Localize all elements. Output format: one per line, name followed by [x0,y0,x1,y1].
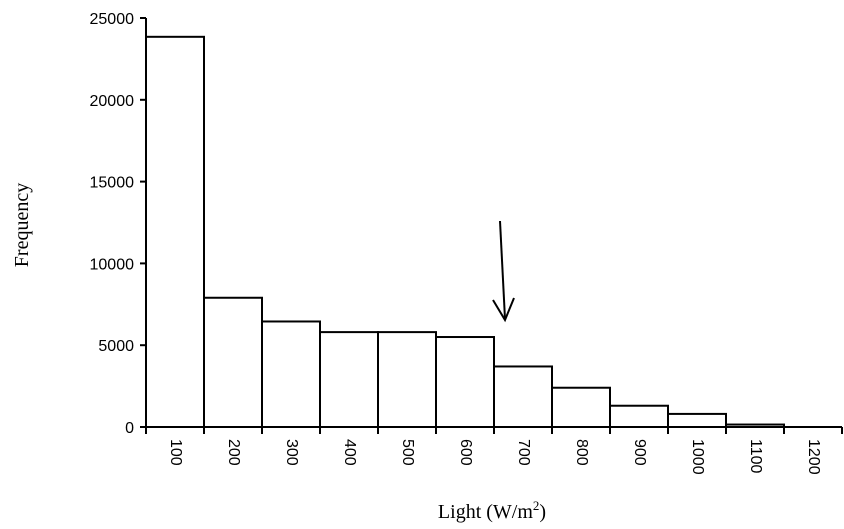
y-tick-label: 0 [125,420,134,437]
x-tick-label-300: 300 [283,439,300,466]
bars-group [145,35,785,429]
bar-1000 [667,412,727,428]
annotation-arrow [492,220,515,323]
x-axis-title-prefix: Light (W/m [438,501,533,523]
bar-500 [377,331,437,428]
y-tick-label: 5000 [98,338,134,355]
y-tick-label: 20000 [90,93,135,110]
y-tick-label: 25000 [90,11,135,28]
y-tick-label: 10000 [90,256,135,273]
x-tick-label-1200: 1200 [805,439,822,475]
bar-600 [435,336,495,428]
x-axis-title-superscript: 2 [533,498,540,513]
x-tick-label-600: 600 [457,439,474,466]
x-tick-label-200: 200 [225,439,242,466]
x-tick-label-400: 400 [341,439,358,466]
x-tick-label-700: 700 [515,439,532,466]
x-tick-label-1000: 1000 [689,439,706,475]
bar-700 [493,365,553,428]
x-tick-label-100: 100 [167,439,184,466]
y-tick-label: 15000 [90,175,135,192]
y-axis-title: Frequency [11,183,33,267]
x-axis-title-suffix: ) [539,501,546,523]
bar-800 [551,386,611,428]
x-tick-label-800: 800 [573,439,590,466]
bar-100 [145,35,205,429]
bar-900 [609,404,669,428]
x-axis: 100 200 300 400 500 600 700 800 900 1000 1100 1200 [145,426,843,475]
x-tick-label-500: 500 [399,439,416,466]
x-tick-label-900: 900 [631,439,648,466]
y-axis: 0 5000 10000 15000 20000 25000 [90,11,147,437]
bar-200 [203,296,263,429]
bar-300 [261,320,321,428]
x-tick-label-1100: 1100 [747,439,764,474]
bar-400 [319,331,379,428]
x-axis-title: Light (W/m2) [438,498,546,523]
